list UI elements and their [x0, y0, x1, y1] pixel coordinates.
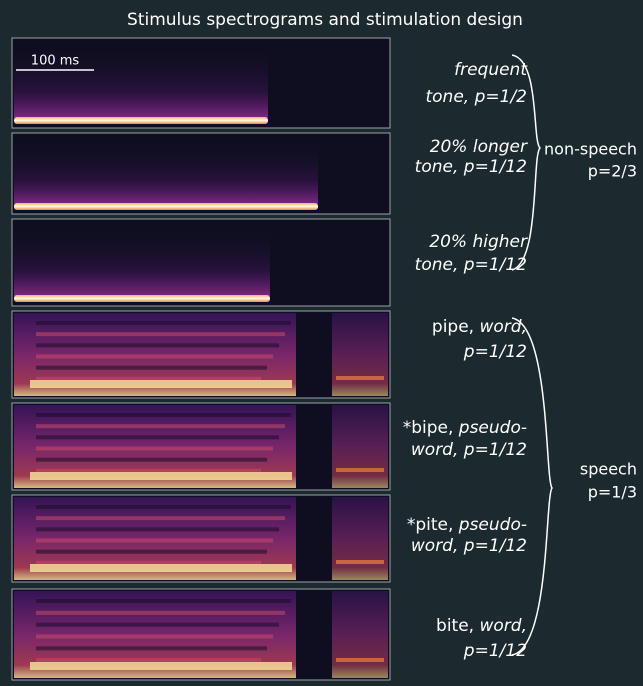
formant-band [36, 539, 273, 543]
release-burst [332, 497, 388, 580]
panel-label: *bipe, pseudo- [403, 418, 527, 438]
panel-label: tone, p=1/12 [415, 255, 527, 275]
label-segment: tone, p=1/12 [415, 255, 527, 275]
voicing-band [30, 662, 292, 670]
burst-band [336, 658, 384, 662]
formant-band [36, 343, 279, 347]
formant-band [36, 505, 291, 509]
panel-label: tone, p=1/12 [415, 157, 527, 177]
formant-band [36, 623, 279, 627]
panel-label: 20% longer [430, 137, 528, 157]
formant-band [36, 658, 261, 662]
panel-label: frequent [454, 60, 528, 80]
label-segment: pseudo- [458, 418, 527, 438]
formant-band [36, 458, 267, 462]
voicing-band [30, 380, 292, 388]
label-segment: p=1/12 [463, 342, 527, 362]
formant-band [36, 599, 291, 603]
panel-label: *pite, pseudo- [407, 515, 527, 535]
formant-band [36, 424, 285, 428]
burst-band [336, 376, 384, 380]
label-segment: bite, [436, 616, 479, 636]
panel-label: 20% higher [429, 232, 528, 252]
release-burst [332, 405, 388, 488]
formant-band [36, 321, 291, 325]
formant-band [36, 516, 285, 520]
formant-band [36, 332, 285, 336]
panel-label: bite, word, [436, 616, 527, 636]
voicing-band [30, 472, 292, 480]
group-name: speech [580, 460, 637, 479]
label-segment: p=1/12 [463, 641, 527, 661]
voicing-band [30, 564, 292, 572]
formant-band [36, 366, 267, 370]
scale-bar-label: 100 ms [31, 54, 80, 69]
formant-band [36, 646, 267, 650]
burst-band [336, 560, 384, 564]
panel-label: p=1/12 [463, 342, 527, 362]
formant-band [36, 527, 279, 531]
group-probability: p=1/3 [588, 483, 637, 502]
label-segment: 20% longer [430, 137, 528, 157]
panel-label: word, p=1/12 [411, 536, 527, 556]
label-segment: 20% higher [429, 232, 528, 252]
label-segment: pipe, [432, 317, 480, 337]
release-burst [332, 313, 388, 396]
tone-band [14, 203, 318, 210]
label-segment: *pite, [407, 515, 459, 535]
group-probability: p=2/3 [588, 162, 637, 181]
release-burst [332, 591, 388, 678]
burst-band [336, 468, 384, 472]
panel-label: word, p=1/12 [411, 440, 527, 460]
label-segment: word, [480, 616, 528, 636]
figure: Stimulus spectrograms and stimulation de… [0, 0, 643, 686]
panel-label: tone, p=1/2 [425, 87, 527, 107]
formant-band [36, 435, 279, 439]
tone-band [14, 295, 270, 302]
formant-band [36, 611, 285, 615]
group-name: non-speech [544, 140, 637, 159]
label-segment: tone, p=1/12 [415, 157, 527, 177]
label-segment: pseudo- [458, 515, 527, 535]
label-segment: frequent [454, 60, 528, 80]
title: Stimulus spectrograms and stimulation de… [127, 10, 523, 30]
label-segment: word, p=1/12 [411, 440, 527, 460]
formant-band [36, 550, 267, 554]
formant-band [36, 635, 273, 639]
label-segment: word, p=1/12 [411, 536, 527, 556]
tone-glow [14, 223, 270, 296]
formant-band [36, 355, 273, 359]
panel-label: pipe, word, [432, 317, 527, 337]
panel-label: p=1/12 [463, 641, 527, 661]
tone-glow [14, 137, 318, 204]
label-segment: word, [480, 317, 528, 337]
label-segment: tone, p=1/2 [425, 87, 527, 107]
formant-band [36, 413, 291, 417]
label-segment: *bipe, [403, 418, 459, 438]
formant-band [36, 447, 273, 451]
tone-band [14, 117, 268, 124]
